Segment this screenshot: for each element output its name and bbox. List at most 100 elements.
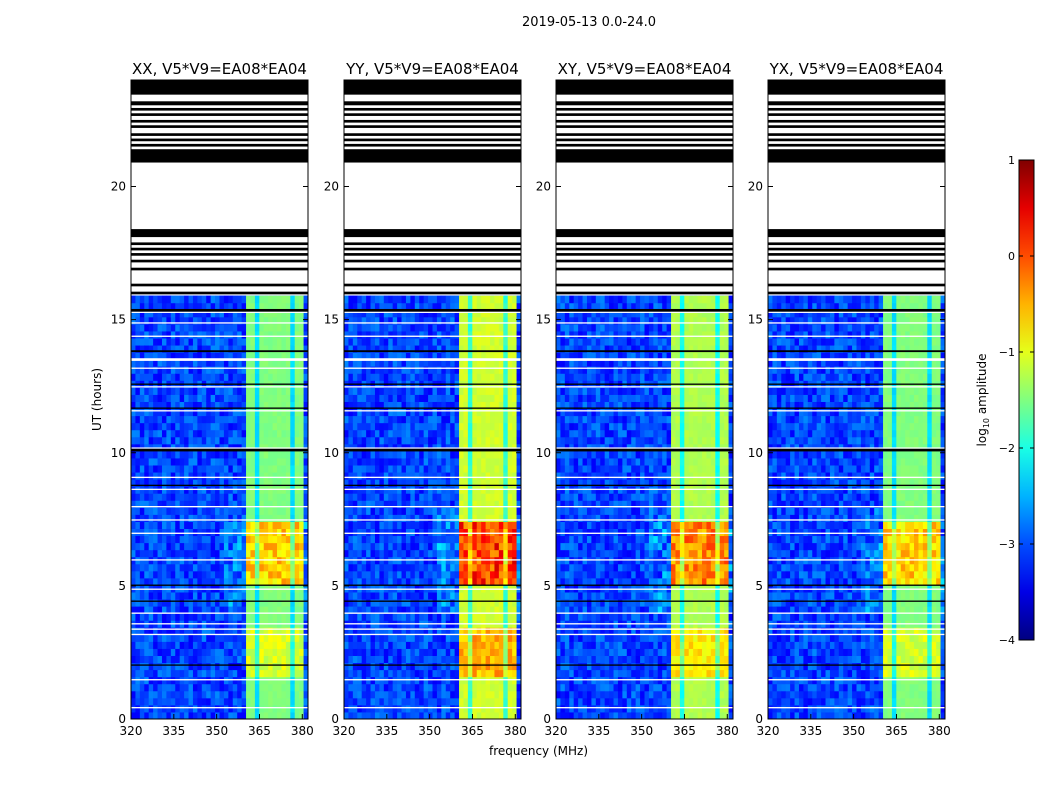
spectrogram-cell <box>463 613 469 621</box>
spectrogram-cell <box>428 352 433 360</box>
spectrogram-cell <box>210 401 216 410</box>
spectrogram-cell <box>210 521 216 529</box>
spectrogram-cell <box>285 641 291 649</box>
spectrogram-cell <box>512 683 518 692</box>
spectrogram-cell <box>170 521 176 529</box>
spectrogram-cell <box>131 450 136 459</box>
spectrogram-cell <box>188 711 194 720</box>
spectrogram-cell <box>179 655 185 664</box>
spectrogram-cell <box>148 704 154 713</box>
spectrogram-cell <box>512 577 518 586</box>
spectrogram-cell <box>410 542 416 551</box>
spectrogram-cell <box>201 627 207 635</box>
spectrogram-cell <box>153 634 159 642</box>
spectrogram-cell <box>348 521 354 529</box>
spectrogram-cell <box>414 408 420 417</box>
spectrogram-cell <box>357 535 363 544</box>
spectrogram-cell <box>357 669 363 678</box>
spectrogram-cell <box>237 330 243 339</box>
spectrogram-cell <box>507 591 513 600</box>
spectrogram-cell <box>450 479 456 487</box>
spectrogram-cell <box>374 627 380 635</box>
spectrogram-cell <box>374 464 380 473</box>
spectrogram-cell <box>374 690 380 699</box>
spectrogram-cell <box>246 394 251 402</box>
spectrogram-cell <box>423 577 429 586</box>
spectrogram-cell <box>290 599 296 607</box>
spectrogram-cell <box>175 316 181 325</box>
flagged-row-white <box>344 707 521 709</box>
spectrogram-cell <box>157 563 163 572</box>
spectrogram-cell <box>507 521 513 529</box>
spectrogram-cell <box>192 493 198 501</box>
spectrogram-cell <box>223 450 229 459</box>
spectrogram-cell <box>148 415 154 424</box>
spectrogram-cell <box>206 493 212 501</box>
spectrogram-cell <box>184 591 190 600</box>
spectrogram-cell <box>467 429 473 438</box>
spectrogram-cell <box>250 662 256 671</box>
spectrogram-cell <box>197 683 203 692</box>
spectrogram-cell <box>436 302 442 311</box>
spectrogram-cell <box>135 309 141 318</box>
spectrogram-cell <box>374 641 380 649</box>
spectrogram-cell <box>131 528 136 537</box>
spectrogram-cell <box>344 429 349 438</box>
spectrogram-cell <box>206 634 212 642</box>
spectrogram-cell <box>392 563 398 572</box>
spectrogram-cell <box>223 422 229 431</box>
spectrogram-cell <box>428 345 433 353</box>
spectrogram-cell <box>512 316 518 325</box>
flagged-row-black <box>344 113 521 116</box>
spectrogram-cell <box>272 690 278 699</box>
spectrogram-cell <box>436 366 442 374</box>
spectrogram-cell <box>294 676 300 685</box>
spectrogram-cell <box>135 542 141 551</box>
spectrogram-cell <box>285 535 291 544</box>
spectrogram-cell <box>516 429 522 438</box>
spectrogram-cell <box>481 429 487 438</box>
spectrogram-cell <box>161 662 167 671</box>
spectrogram-cell <box>228 309 234 318</box>
spectrogram-cell <box>206 330 212 339</box>
spectrogram-cell <box>454 697 460 706</box>
spectrogram-cell <box>410 648 416 656</box>
spectrogram-cell <box>281 309 287 318</box>
spectrogram-cell <box>379 634 385 642</box>
spectrogram-cell <box>454 302 460 311</box>
spectrogram-cell <box>161 500 167 508</box>
x-tick-label: 320 <box>333 724 356 738</box>
spectrogram-cell <box>423 493 429 501</box>
spectrogram-cell <box>366 514 372 522</box>
spectrogram-cell <box>175 606 181 614</box>
spectrogram-cell <box>157 655 163 664</box>
spectrogram-cell <box>401 676 407 685</box>
spectrogram-cell <box>379 330 385 339</box>
spectrogram-cell <box>476 634 482 642</box>
spectrogram-cell <box>445 500 451 508</box>
spectrogram-cell <box>348 577 354 586</box>
spectrogram-cell <box>232 394 238 402</box>
spectrogram-cell <box>263 535 269 544</box>
spectrogram-cell <box>516 676 522 685</box>
spectrogram-cell <box>498 429 504 438</box>
spectrogram-cell <box>206 648 212 656</box>
spectrogram-cell <box>197 436 203 445</box>
spectrogram-cell <box>379 316 385 325</box>
spectrogram-cell <box>201 337 207 346</box>
spectrogram-cell <box>450 464 456 473</box>
spectrogram-cell <box>459 669 464 678</box>
spectrogram-cell <box>428 457 433 466</box>
spectrogram-cell <box>383 401 389 410</box>
spectrogram-cell <box>268 436 274 445</box>
spectrogram-cell <box>148 507 154 515</box>
spectrogram-cell <box>215 662 220 671</box>
spectrogram-cell <box>348 352 354 360</box>
spectrogram-cell <box>135 330 141 339</box>
spectrogram-cell <box>366 591 372 600</box>
spectrogram-cell <box>383 627 389 635</box>
spectrogram-cell <box>383 711 389 720</box>
spectrogram-cell <box>410 676 416 685</box>
spectrogram-cell <box>268 316 274 325</box>
spectrogram-cell <box>144 394 150 402</box>
